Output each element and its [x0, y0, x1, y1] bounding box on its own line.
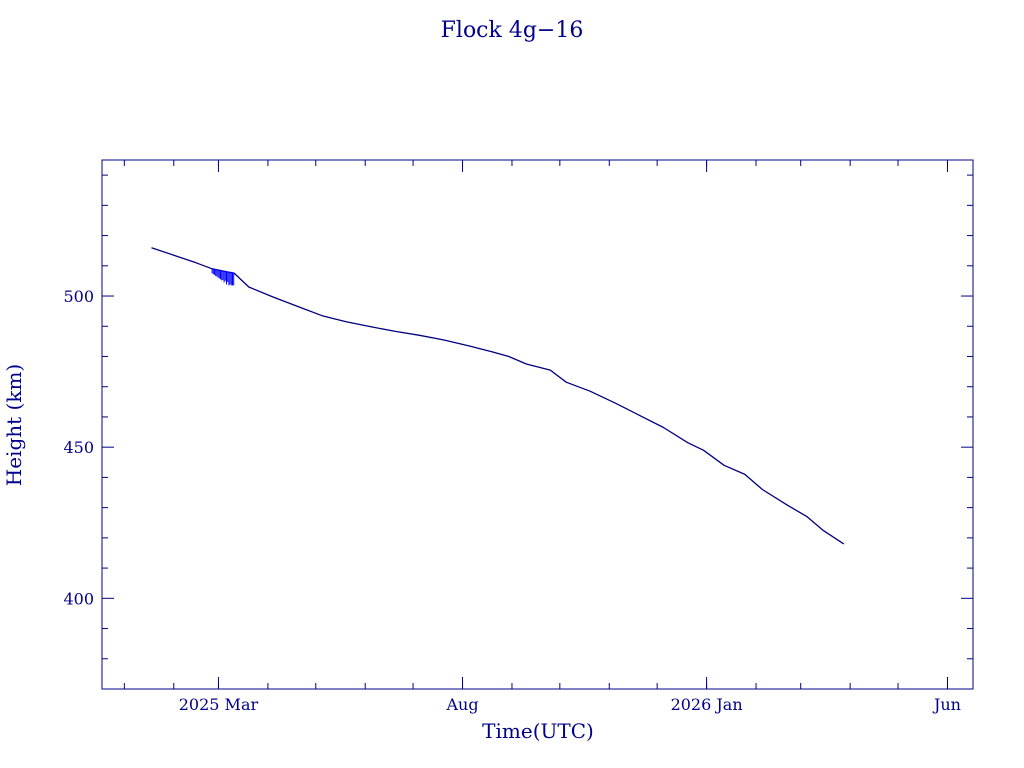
noise-segment — [211, 268, 235, 286]
y-axis-label: Height (km) — [2, 364, 26, 486]
y-tick-label: 400 — [63, 589, 94, 608]
plot-frame — [101, 159, 974, 690]
x-tick-label: 2026 Jan — [671, 695, 743, 714]
x-tick-label: Jun — [932, 695, 961, 714]
x-axis-ticks: 2025 Mar Aug 2026 Jan Jun — [179, 160, 961, 714]
x-tick-label: 2025 Mar — [179, 695, 259, 714]
height-series-line — [151, 247, 845, 545]
y-tick-label: 500 — [63, 287, 94, 306]
y-tick-label: 450 — [63, 438, 94, 457]
chart-title: Flock 4g−16 — [441, 18, 584, 43]
y-axis-ticks: 400 450 500 — [63, 287, 973, 608]
x-tick-label: Aug — [445, 695, 478, 714]
x-axis-label: Time(UTC) — [482, 719, 594, 743]
minor-ticks — [102, 160, 973, 689]
series-layer — [151, 247, 845, 545]
